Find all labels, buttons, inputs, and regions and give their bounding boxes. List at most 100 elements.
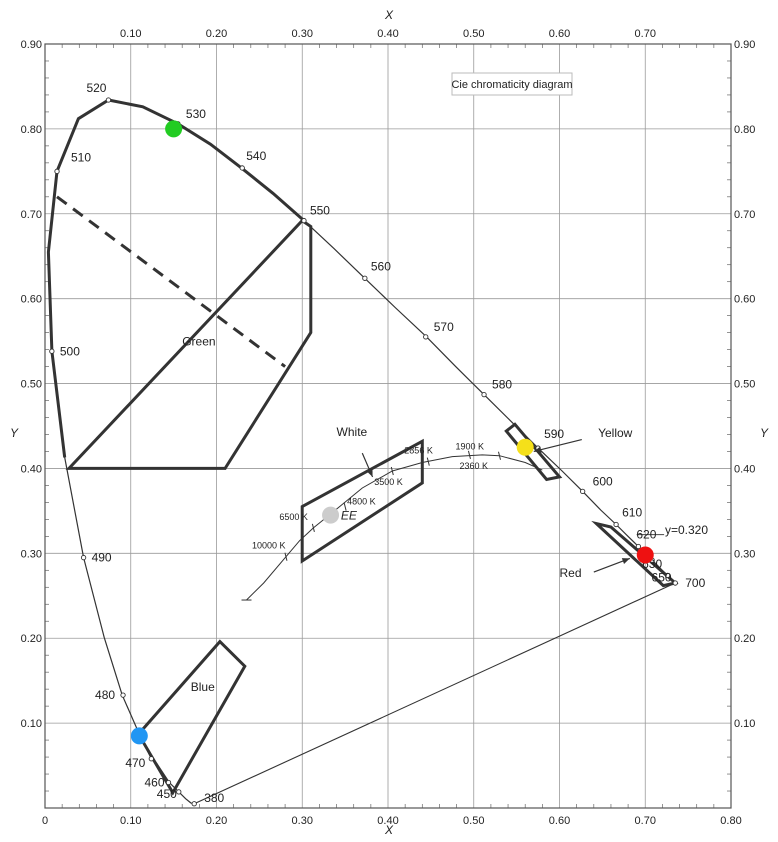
- wavelength-label: 600: [593, 474, 613, 488]
- cct-tick: [390, 466, 394, 476]
- wavelength-marker: [191, 801, 197, 807]
- wavelength-label: 570: [434, 320, 454, 334]
- x-tick-label-top: 0.70: [635, 28, 656, 40]
- colored-points: [130, 120, 654, 745]
- wavelength-marker: [80, 554, 87, 561]
- cct-tick: [284, 552, 288, 561]
- cct-tick: [426, 457, 430, 466]
- y-tick-label: 0.30: [21, 548, 42, 560]
- annotation-arrowhead: [621, 558, 630, 564]
- tick-labels: 0 0.10 0.20 0.30 0.40 0.50 0.60 0.70 0.80 0.10 0.2…: [21, 28, 756, 827]
- x-tick-label: 0.10: [120, 815, 141, 827]
- wavelength-marker: [613, 521, 619, 528]
- y-tick-label-right: 0.20: [734, 633, 755, 645]
- wavelength-label: 490: [92, 551, 112, 565]
- wavelength-label: 530: [186, 107, 206, 121]
- wavelength-label: 700: [685, 576, 705, 590]
- cct-tick: [467, 450, 471, 459]
- annotation-arrow-line: [533, 438, 582, 453]
- wavelength-marker: [635, 543, 642, 550]
- curves: [46, 98, 676, 805]
- y-tick-label: 0.60: [21, 294, 42, 306]
- green-dashed-line: [56, 195, 286, 368]
- y-tick-label-right: 0.40: [734, 463, 755, 475]
- chart-title: Cie chromaticity diagram: [451, 79, 572, 91]
- wavelength-label: 450: [157, 787, 177, 801]
- wavelength-marker: [664, 572, 671, 579]
- spectral-locus-thick: [46, 98, 305, 458]
- wavelength-label: 580: [492, 378, 512, 392]
- annotation-yellow: Yellow: [598, 426, 633, 440]
- wavelength-label: 560: [371, 259, 391, 273]
- y-tick-label-right: 0.90: [734, 39, 755, 51]
- x-tick-label: 0.80: [720, 815, 741, 827]
- point-ee: [322, 506, 340, 524]
- x-axis-label-bottom: X: [384, 823, 394, 837]
- wavelength-label: 510: [71, 150, 91, 164]
- cct-label: 1900 K: [455, 442, 484, 452]
- wavelength-marker: [148, 756, 154, 762]
- wavelength-marker: [672, 580, 678, 586]
- y-tick-label: 0.20: [21, 633, 42, 645]
- y-tick-label: 0.10: [21, 718, 42, 730]
- point-530-green: [165, 120, 183, 138]
- annotation-y-0-320: y=0.320: [665, 523, 708, 537]
- wavelength-label: 610: [622, 505, 642, 519]
- wavelength-label: 650: [652, 570, 672, 584]
- wavelength-marker: [239, 165, 245, 171]
- wavelength-label: 620: [636, 528, 656, 542]
- cct-label: 4800 K: [347, 497, 376, 507]
- point-red: [636, 546, 654, 564]
- grid-lines: [44, 43, 732, 809]
- regions: [56, 195, 679, 796]
- annotation-green: Green: [182, 334, 215, 348]
- x-tick-label: 0.60: [549, 815, 570, 827]
- annotation-red: Red: [560, 566, 582, 580]
- wavelength-label: 380: [204, 791, 224, 805]
- wavelength-label: 460: [144, 776, 164, 790]
- y-tick-label: 0.50: [21, 379, 42, 391]
- y-tick-label-right: 0.50: [734, 379, 755, 391]
- y-tick-label-right: 0.80: [734, 124, 755, 136]
- x-tick-label: 0.70: [635, 815, 656, 827]
- y-axis-label-left: Y: [10, 426, 19, 440]
- wavelength-marker: [580, 488, 586, 495]
- wavelength-marker: [105, 97, 112, 103]
- x-tick-label: 0.30: [292, 815, 313, 827]
- wavelength-marker: [49, 348, 55, 354]
- wavelength-label: 520: [86, 81, 106, 95]
- x-tick-label-top: 0.10: [120, 28, 141, 40]
- wavelength-label: 550: [310, 204, 330, 218]
- annotation-arrowhead: [533, 446, 542, 453]
- wavelength-marker: [54, 168, 60, 174]
- region-blue: [136, 639, 247, 796]
- wavelength-marker: [362, 275, 368, 281]
- y-tick-label-right: 0.10: [734, 718, 755, 730]
- x-tick-label-top: 0.20: [206, 28, 227, 40]
- x-tick-label: 0.40: [377, 815, 398, 827]
- line-of-purples: [193, 582, 676, 805]
- region-yellow: [504, 422, 563, 482]
- region-green: [65, 218, 313, 470]
- planckian-locus: [246, 454, 543, 601]
- wavelength-marker: [120, 692, 126, 698]
- title-box: [451, 72, 573, 96]
- x-tick-label-top: 0.40: [377, 28, 398, 40]
- x-tick-label-top: 0.50: [463, 28, 484, 40]
- y-tick-label: 0.90: [21, 39, 42, 51]
- wavelength-marker: [176, 789, 182, 795]
- point-blue: [130, 727, 148, 745]
- x-axis-label-top: X: [384, 8, 394, 22]
- wavelength-label: 590: [544, 427, 564, 441]
- y-axis-label-right: Y: [760, 426, 769, 440]
- y-tick-label: 0.70: [21, 209, 42, 221]
- wavelength-marker: [423, 334, 429, 340]
- wavelength-label: 540: [246, 149, 266, 163]
- x-tick-label-top: 0.30: [292, 28, 313, 40]
- wavelength-label: 500: [60, 344, 80, 358]
- x-tick-label: 0.50: [463, 815, 484, 827]
